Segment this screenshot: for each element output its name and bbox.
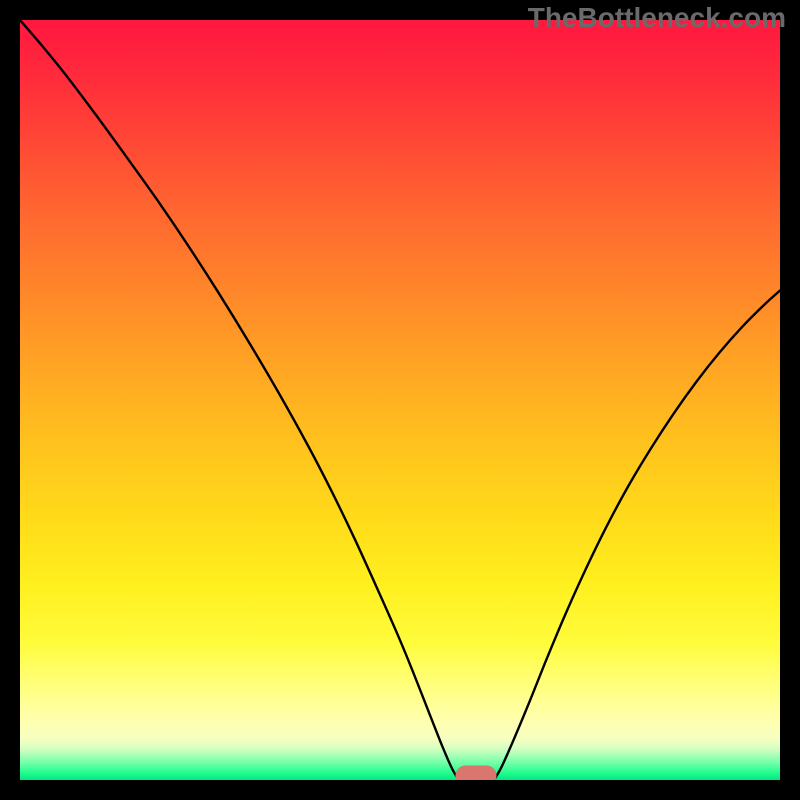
trough-marker bbox=[455, 766, 496, 780]
watermark-label: TheBottleneck.com bbox=[528, 2, 786, 34]
bottleneck-chart bbox=[20, 20, 780, 780]
plot-area bbox=[20, 20, 780, 780]
chart-background bbox=[20, 20, 780, 780]
